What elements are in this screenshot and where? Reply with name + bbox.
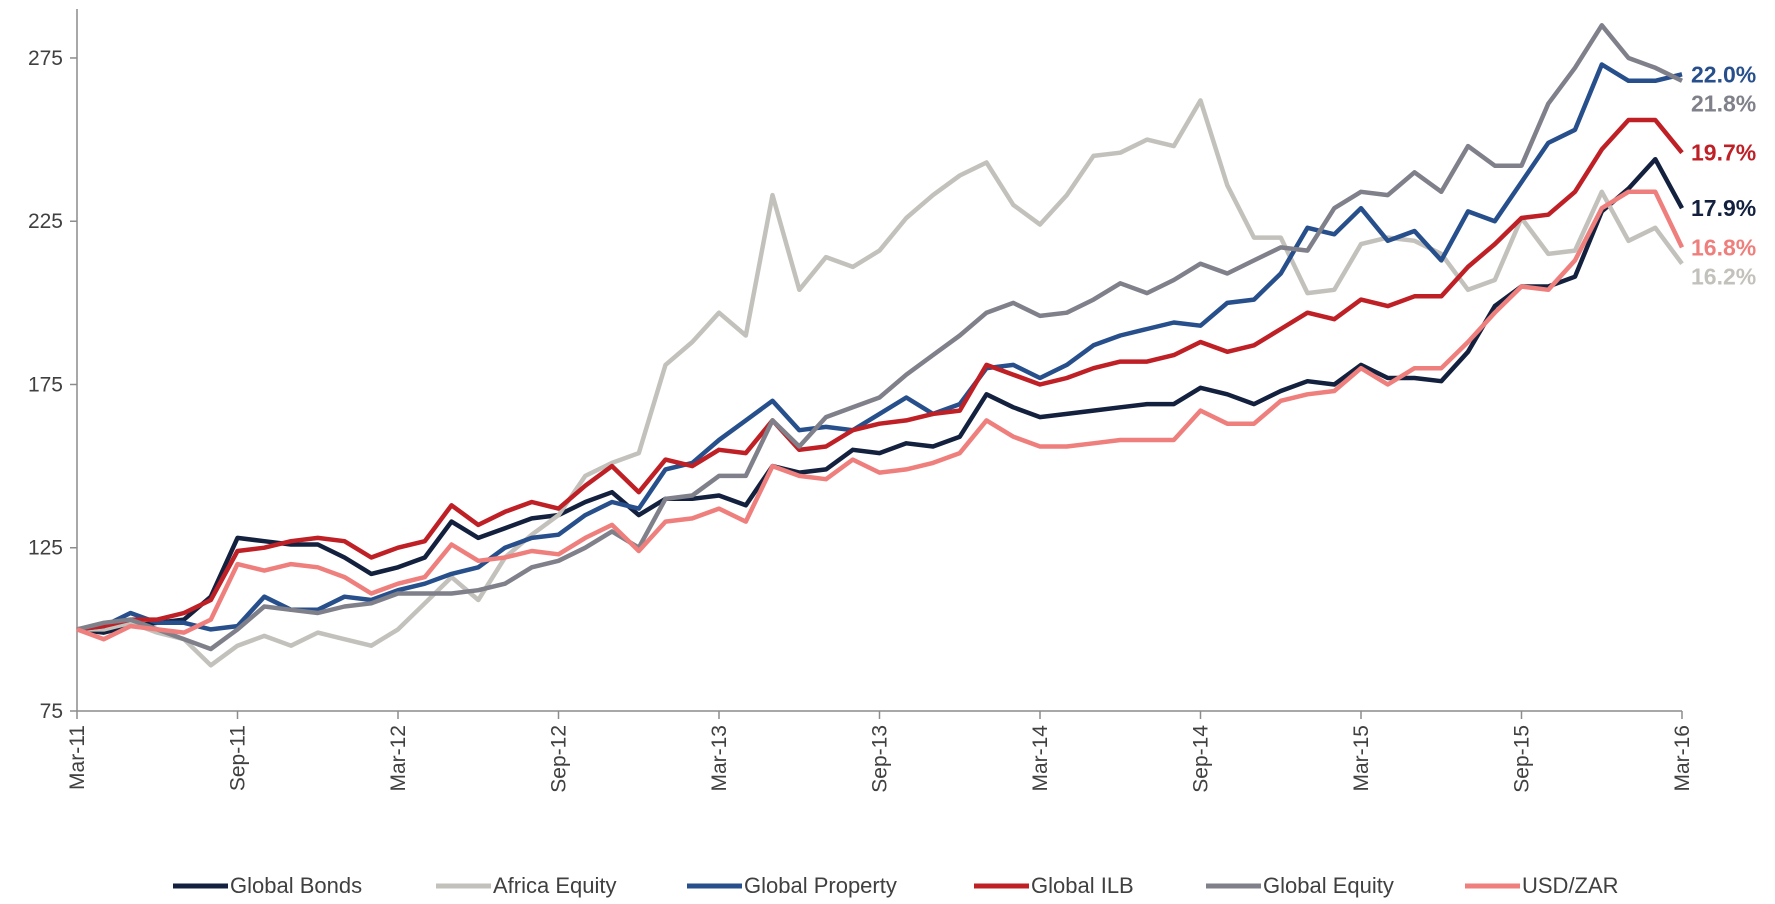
legend-label: Africa Equity [493,873,617,898]
legend-label: Global Bonds [230,873,362,898]
end-label: 22.0% [1691,61,1756,87]
series-line [77,98,1684,668]
y-tick-label: 225 [28,210,63,233]
series-line [76,156,1684,635]
end-label: 16.8% [1691,234,1756,260]
legend-label: USD/ZAR [1522,873,1619,898]
legend-label: Global Equity [1263,873,1394,898]
x-tick-label: Mar-16 [1671,725,1694,792]
x-tick-label: Mar-13 [708,725,731,792]
x-tick-label: Mar-14 [1029,725,1052,792]
x-tick-label: Sep-15 [1511,725,1534,793]
series-line [76,189,1685,642]
x-tick-label: Sep-14 [1190,725,1213,793]
x-tick-label: Sep-11 [227,725,250,791]
y-tick-label: 75 [40,700,63,723]
y-tick-label: 125 [28,537,63,560]
x-tick-label: Sep-13 [869,725,892,793]
series-line [76,117,1684,632]
series-line [76,62,1683,632]
series-line [76,23,1683,652]
legend-label: Global Property [744,873,897,898]
x-tick-label: Mar-11 [66,725,89,790]
y-tick-label: 275 [28,47,63,70]
end-label: 17.9% [1691,195,1756,221]
legend-label: Global ILB [1031,873,1134,898]
end-label: 16.2% [1691,263,1756,289]
x-tick-label: Mar-12 [387,725,410,792]
end-label: 21.8% [1691,90,1756,116]
end-label: 19.7% [1691,140,1756,166]
y-tick-label: 175 [28,373,63,396]
x-tick-label: Mar-15 [1350,725,1373,792]
x-tick-label: Sep-12 [548,725,571,793]
